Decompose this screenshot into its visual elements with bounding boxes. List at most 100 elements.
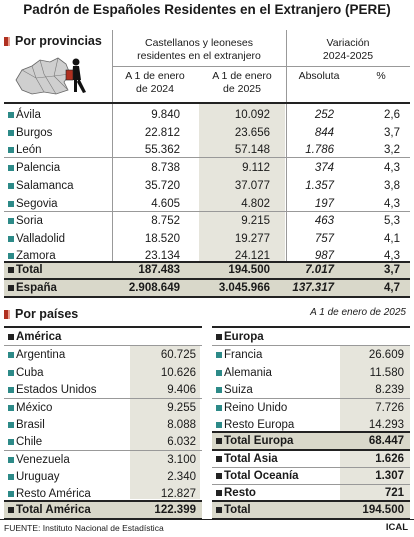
bullet-square-icon xyxy=(8,236,14,242)
provincia-name: Valladolid xyxy=(16,233,66,245)
header-2025: A 1 de enero de 2025 xyxy=(212,70,272,95)
bullet-square-icon xyxy=(216,387,222,393)
pais-name: Brasil xyxy=(16,419,45,431)
pais-row: Argentina 60.725 xyxy=(4,347,202,363)
value-pct: 5,3 xyxy=(384,215,400,227)
bullet-square-icon xyxy=(8,201,14,207)
value-2025: 57.148 xyxy=(234,144,270,156)
col-divider xyxy=(112,30,113,292)
region-total-value: 721 xyxy=(384,487,404,499)
row-divider xyxy=(4,157,410,158)
header-castellanos: Castellanos y leoneses residentes en el … xyxy=(137,37,261,62)
value-pct: 3,7 xyxy=(384,127,400,139)
europa-total-value: 68.447 xyxy=(368,435,404,447)
section-provincias-label: Por provincias xyxy=(4,34,102,48)
column-2025-shade xyxy=(199,103,285,261)
row-divider xyxy=(4,211,410,212)
region-total-name: Resto xyxy=(224,487,256,499)
value-2024: 35.720 xyxy=(144,180,180,192)
pais-row: México 9.255 xyxy=(4,400,202,416)
grand-total-value: 194.500 xyxy=(362,504,404,516)
bullet-square-icon xyxy=(8,334,14,340)
value-pct: 2,6 xyxy=(384,109,400,121)
value-absoluta: 463 xyxy=(314,215,334,227)
pais-value: 3.100 xyxy=(167,454,196,466)
region-total-value: 1.626 xyxy=(375,453,404,465)
value-absoluta: 844 xyxy=(314,127,334,139)
brand-logo: ICAL xyxy=(385,522,408,533)
provincia-row: Burgos 22.812 23.656 844 3,7 xyxy=(4,125,410,141)
espana-pct: 4,7 xyxy=(384,282,400,294)
pais-name: Cuba xyxy=(16,367,44,379)
pais-row: Venezuela 3.100 xyxy=(4,452,202,468)
value-2024: 4.605 xyxy=(151,198,180,210)
provincia-row: Palencia 8.738 9.112 374 4,3 xyxy=(4,160,410,176)
value-absoluta: 252 xyxy=(314,109,334,121)
value-2025: 19.277 xyxy=(234,233,270,245)
value-absoluta: 374 xyxy=(314,162,334,174)
bullet-square-icon xyxy=(216,422,222,428)
value-2024: 23.134 xyxy=(144,250,180,262)
value-2024: 55.362 xyxy=(144,144,180,156)
row-divider xyxy=(212,500,410,502)
bullet-square-icon xyxy=(8,370,14,376)
provincia-name: Palencia xyxy=(16,162,61,174)
value-absoluta: 757 xyxy=(314,233,334,245)
value-pct: 3,8 xyxy=(384,180,400,192)
pais-value: 11.580 xyxy=(369,367,404,379)
bullet-square-icon xyxy=(8,457,14,463)
pais-value: 12.827 xyxy=(160,488,196,500)
value-absoluta: 197 xyxy=(314,198,334,210)
pais-name: Argentina xyxy=(16,349,66,361)
header-absoluta: Absoluta xyxy=(298,70,340,82)
espana-2024: 2.908.649 xyxy=(128,282,180,294)
provincia-name: Soria xyxy=(16,215,43,227)
provincia-row: Salamanca 35.720 37.077 1.357 3,8 xyxy=(4,178,410,194)
pais-row: Suiza 8.239 xyxy=(212,382,410,398)
america-header-text: América xyxy=(16,331,62,343)
header-variacion: Variación 2024-2025 xyxy=(322,37,374,62)
pais-name: Chile xyxy=(16,436,43,448)
row-divider xyxy=(4,450,202,451)
pais-name: Alemania xyxy=(224,367,272,379)
value-pct: 4,3 xyxy=(384,162,400,174)
header-2024: A 1 de enero de 2024 xyxy=(125,70,185,95)
europa-value-shade xyxy=(340,345,410,504)
provincia-row: Soria 8.752 9.215 463 5,3 xyxy=(4,213,410,229)
value-absoluta: 1.786 xyxy=(305,144,334,156)
bullet-square-icon xyxy=(8,352,14,358)
europa-total-row: Total Europa 68.447 xyxy=(212,433,410,449)
row-divider xyxy=(4,345,202,346)
value-2024: 8.738 xyxy=(151,162,180,174)
bullet-square-icon xyxy=(8,130,14,136)
row-divider xyxy=(4,500,202,502)
section-paises-label: Por países xyxy=(4,307,78,321)
row-divider xyxy=(212,345,410,346)
bullet-square-icon xyxy=(216,438,222,444)
total-2024: 187.483 xyxy=(138,264,180,276)
bullet-square-icon xyxy=(8,405,14,411)
bullet-square-icon xyxy=(216,473,222,479)
bullet-square-icon xyxy=(8,285,14,291)
pais-value: 6.032 xyxy=(167,436,196,448)
row-divider xyxy=(212,467,410,468)
bullet-square-icon xyxy=(8,112,14,118)
section-provincias-text: Por provincias xyxy=(15,34,102,48)
america-total-value: 122.399 xyxy=(154,504,196,516)
total-pct: 3,7 xyxy=(384,264,400,276)
pais-name: Resto Europa xyxy=(224,419,295,431)
pais-row: Chile 6.032 xyxy=(4,434,202,450)
provincia-name: Ávila xyxy=(16,109,41,121)
pais-name: México xyxy=(16,402,53,414)
pais-name: Reino Unido xyxy=(224,402,288,414)
bullet-square-icon xyxy=(216,370,222,376)
provincia-name: Zamora xyxy=(16,250,56,262)
pais-value: 14.293 xyxy=(368,419,404,431)
pais-row: Cuba 10.626 xyxy=(4,365,202,381)
header-pct: % xyxy=(376,70,386,82)
bullet-square-icon xyxy=(8,474,14,480)
row-divider xyxy=(212,449,410,451)
provincia-row: Zamora 23.134 24.121 987 4,3 xyxy=(4,248,410,264)
pais-value: 9.406 xyxy=(167,384,196,396)
map-traveler-icon xyxy=(15,57,86,95)
